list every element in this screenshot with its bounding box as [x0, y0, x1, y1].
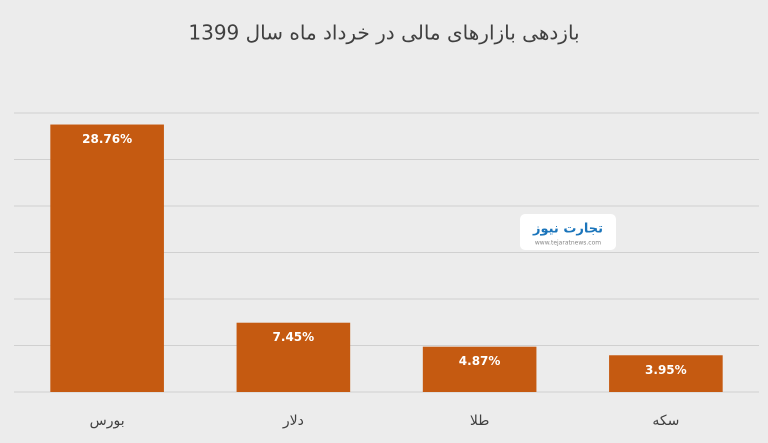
data-label: 3.95% [645, 363, 687, 377]
bar [236, 322, 351, 392]
watermark-url: www.tejaratnews.com [535, 240, 601, 247]
bar [422, 346, 537, 392]
x-tick-label: دلار [282, 413, 304, 429]
x-tick-label: بورس [90, 413, 125, 429]
x-tick-label: طلا [470, 413, 490, 429]
chart-title: بازدهی بازارهای مالی در خرداد ماه سال 13… [188, 21, 579, 45]
watermark-box [520, 214, 616, 250]
data-label: 28.76% [82, 132, 132, 146]
bar [50, 124, 164, 393]
bar [609, 355, 723, 392]
data-label: 4.87% [459, 354, 501, 368]
watermark-name: تجارت نیوز [532, 222, 603, 237]
data-label: 7.45% [273, 330, 315, 344]
x-tick-label: سکه [652, 413, 679, 429]
watermark: تجارت نیوز www.tejaratnews.com [520, 214, 616, 250]
